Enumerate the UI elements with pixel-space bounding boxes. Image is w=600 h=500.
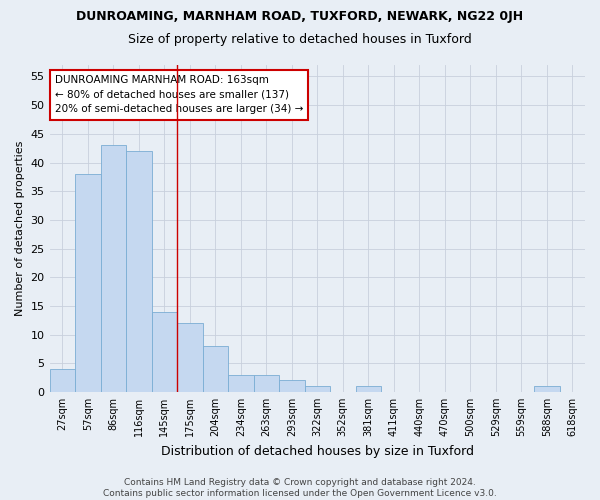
Bar: [305, 386, 330, 392]
Bar: [152, 312, 177, 392]
Bar: [75, 174, 101, 392]
Bar: [356, 386, 381, 392]
Bar: [254, 374, 279, 392]
Bar: [228, 374, 254, 392]
Text: DUNROAMING MARNHAM ROAD: 163sqm
← 80% of detached houses are smaller (137)
20% o: DUNROAMING MARNHAM ROAD: 163sqm ← 80% of…: [55, 75, 303, 114]
Text: Size of property relative to detached houses in Tuxford: Size of property relative to detached ho…: [128, 32, 472, 46]
Bar: [534, 386, 560, 392]
Text: Contains HM Land Registry data © Crown copyright and database right 2024.
Contai: Contains HM Land Registry data © Crown c…: [103, 478, 497, 498]
Bar: [101, 146, 126, 392]
Bar: [177, 323, 203, 392]
Text: DUNROAMING, MARNHAM ROAD, TUXFORD, NEWARK, NG22 0JH: DUNROAMING, MARNHAM ROAD, TUXFORD, NEWAR…: [76, 10, 524, 23]
Bar: [203, 346, 228, 392]
X-axis label: Distribution of detached houses by size in Tuxford: Distribution of detached houses by size …: [161, 444, 474, 458]
Y-axis label: Number of detached properties: Number of detached properties: [15, 141, 25, 316]
Bar: [50, 369, 75, 392]
Bar: [279, 380, 305, 392]
Bar: [126, 151, 152, 392]
